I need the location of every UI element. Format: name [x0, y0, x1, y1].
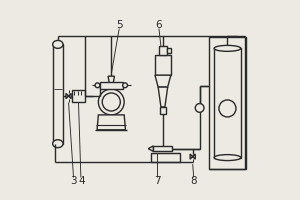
- Bar: [100, 82, 123, 89]
- Polygon shape: [97, 115, 125, 130]
- Bar: [53, 44, 63, 144]
- Ellipse shape: [53, 140, 63, 148]
- Circle shape: [123, 83, 128, 88]
- Circle shape: [219, 100, 236, 117]
- Bar: [167, 48, 171, 53]
- Bar: [72, 90, 85, 102]
- Polygon shape: [155, 75, 171, 87]
- Ellipse shape: [214, 45, 241, 51]
- Text: 7: 7: [154, 176, 160, 186]
- Text: 5: 5: [116, 20, 122, 30]
- Circle shape: [98, 89, 124, 115]
- Text: 3: 3: [70, 176, 77, 186]
- Ellipse shape: [214, 155, 241, 161]
- Bar: [159, 46, 167, 55]
- Polygon shape: [66, 93, 71, 99]
- Bar: [155, 55, 171, 75]
- Text: 8: 8: [190, 176, 197, 186]
- Text: 4: 4: [78, 176, 85, 186]
- Bar: [153, 146, 172, 151]
- Circle shape: [95, 83, 100, 88]
- Circle shape: [195, 104, 204, 112]
- Bar: [214, 48, 241, 158]
- Bar: [151, 153, 180, 162]
- Polygon shape: [158, 87, 168, 107]
- Polygon shape: [190, 154, 195, 159]
- Ellipse shape: [53, 40, 63, 48]
- Circle shape: [102, 93, 120, 111]
- Bar: [208, 37, 246, 169]
- Polygon shape: [108, 76, 114, 83]
- Polygon shape: [148, 146, 153, 151]
- Bar: [160, 107, 166, 114]
- Text: 6: 6: [156, 20, 162, 30]
